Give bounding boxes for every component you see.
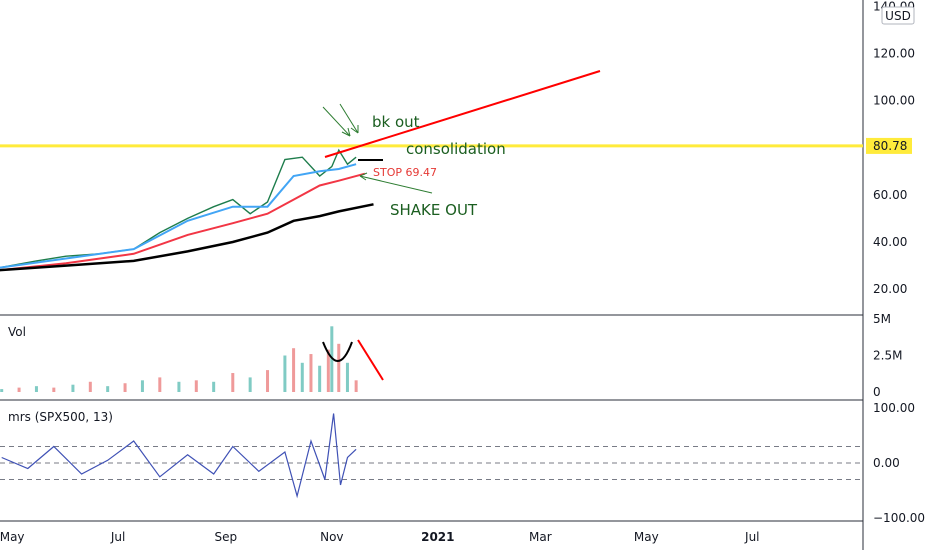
- volume-cup-arc[interactable]: [322, 341, 353, 362]
- volume-bar: [292, 348, 296, 392]
- price-line: [0, 148, 357, 269]
- time-tick-label: May: [0, 530, 25, 544]
- volume-label: Vol: [8, 325, 26, 339]
- volume-bar: [326, 349, 330, 392]
- volume-bar: [177, 381, 181, 392]
- currency-badge[interactable]: USD: [881, 6, 915, 25]
- shakeout-arrow[interactable]: [359, 175, 433, 194]
- volume-bars: [0, 326, 358, 392]
- volume-bar: [318, 365, 322, 392]
- volume-bar: [345, 362, 349, 392]
- time-tick-label: Mar: [529, 530, 552, 544]
- volume-bar: [248, 377, 252, 392]
- mrs-tick-label: 0.00: [873, 456, 900, 470]
- annotation-shake-out: SHAKE OUT: [390, 201, 478, 219]
- volume-bar: [0, 389, 4, 392]
- mrs-series-group: [1, 413, 357, 499]
- mrs-tick-label: −100.00: [873, 511, 925, 525]
- volume-tick-label: 2.5M: [873, 349, 902, 363]
- annotations[interactable]: bk out consolidation STOP 69.47 SHAKE OU…: [322, 70, 601, 381]
- volume-bar: [231, 373, 235, 392]
- annotation-bk-out: bk out: [372, 113, 420, 131]
- volume-bar: [354, 380, 358, 392]
- price-tick-label: 100.00: [873, 94, 915, 108]
- time-axis: May Jul Sep Nov 2021 Mar May Jul: [0, 530, 760, 544]
- trend-line[interactable]: [324, 70, 601, 158]
- volume-bar: [52, 387, 56, 392]
- mrs-line: [1, 413, 357, 499]
- moving-average-line-2: [0, 172, 366, 272]
- volume-bar: [337, 343, 341, 392]
- volume-decline-line[interactable]: [357, 339, 384, 381]
- volume-tick-label: 0: [873, 385, 881, 399]
- moving-average-line-3: [0, 203, 374, 272]
- time-tick-label: Jul: [110, 530, 125, 544]
- volume-bar: [309, 354, 313, 392]
- volume-bar: [88, 381, 92, 392]
- breakout-arrow-1[interactable]: [322, 106, 351, 137]
- mrs-tick-label: 100.00: [873, 401, 915, 415]
- volume-bar: [17, 387, 21, 392]
- volume-bar: [34, 386, 38, 392]
- volume-bar: [194, 380, 198, 392]
- volume-bar: [106, 386, 110, 392]
- annotation-consolidation: consolidation: [406, 140, 506, 158]
- annotation-stop: STOP 69.47: [373, 166, 437, 179]
- volume-bar: [71, 384, 75, 392]
- breakout-arrow-2[interactable]: [339, 103, 359, 134]
- mrs-axis: 100.00 0.00 −100.00: [873, 401, 925, 525]
- time-tick-label: 2021: [421, 530, 454, 544]
- arrowhead-icon: [341, 127, 351, 137]
- mrs-guides: [0, 446, 863, 480]
- volume-bar: [140, 380, 144, 392]
- currency-label: USD: [885, 9, 911, 23]
- moving-average-line-1: [0, 163, 357, 269]
- price-tick-label: 60.00: [873, 188, 907, 202]
- time-tick-label: Nov: [320, 530, 343, 544]
- arrowhead-icon: [359, 172, 368, 181]
- volume-tick-label: 5M: [873, 312, 891, 326]
- volume-bar: [123, 383, 127, 392]
- price-tag-label: 80.78: [873, 139, 907, 153]
- time-tick-label: Jul: [744, 530, 759, 544]
- price-tick-label: 120.00: [873, 46, 915, 60]
- arrowhead-icon: [350, 125, 359, 134]
- time-tick-label: May: [634, 530, 659, 544]
- chart-frame: [0, 0, 864, 550]
- volume-bar: [158, 377, 162, 392]
- time-tick-label: Sep: [215, 530, 238, 544]
- volume-bar: [283, 355, 287, 392]
- price-series-group: [0, 148, 374, 272]
- price-tag: 80.78: [866, 137, 912, 154]
- volume-bar: [300, 362, 304, 392]
- volume-axis: 5M 2.5M 0: [873, 312, 902, 399]
- price-tick-label: 40.00: [873, 235, 907, 249]
- price-tick-label: 20.00: [873, 282, 907, 296]
- volume-bar: [266, 370, 270, 392]
- mrs-label: mrs (SPX500, 13): [8, 410, 113, 424]
- volume-bar: [212, 381, 216, 392]
